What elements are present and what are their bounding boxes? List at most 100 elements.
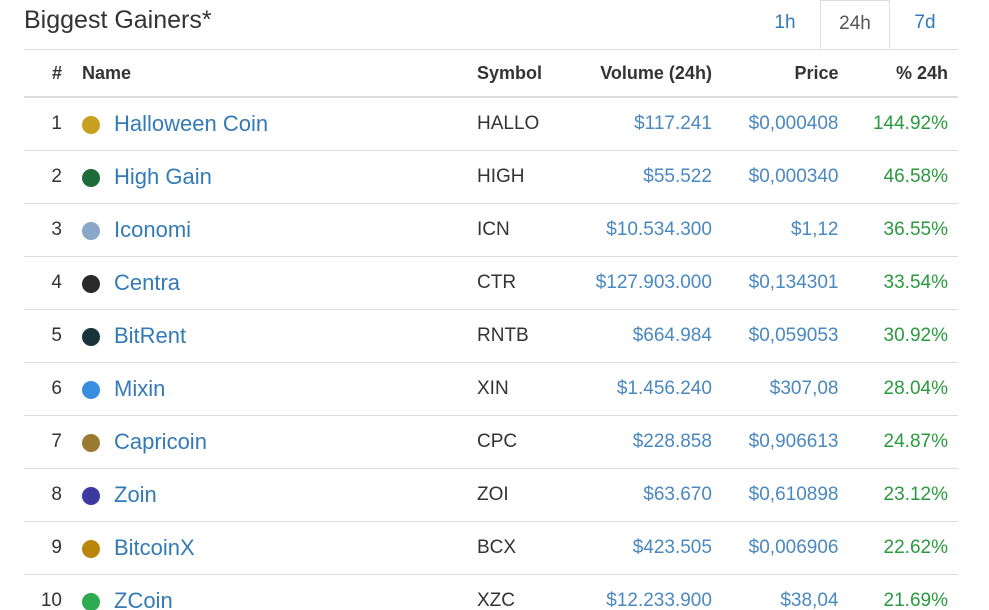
cell: $117.241 [564, 96, 722, 151]
cell-text: $0,059053 [748, 325, 839, 346]
cell: $0,006906 [721, 521, 849, 575]
coin-name[interactable]: High Gain [114, 164, 212, 189]
coin-name[interactable]: Halloween Coin [114, 111, 269, 136]
cell-text: 24.87% [883, 431, 948, 452]
table-row: 10 ZCoin XZC $12.233.900 $38,04 21.69% [24, 574, 958, 610]
cell: HALLO [467, 96, 565, 151]
cell: 30.92% [848, 309, 958, 363]
cell-text: $307,08 [769, 378, 839, 399]
cell: $10.534.300 [564, 203, 722, 257]
cell: BitcoinX [72, 521, 467, 575]
cell-text: 23.12% [883, 484, 948, 505]
cell: 22.62% [848, 521, 958, 575]
cell-text: 30.92% [883, 325, 948, 346]
cell: ZCoin [72, 574, 467, 610]
coin-icon [82, 328, 100, 346]
cell-text: $127.903.000 [595, 272, 712, 293]
coin-name[interactable]: BitcoinX [114, 535, 195, 560]
column-header: Name [72, 50, 467, 98]
cell-text: 2 [51, 166, 62, 187]
table-row: 8 Zoin ZOI $63.670 $0,610898 23.12% [24, 468, 958, 522]
cell-text: 6 [51, 378, 62, 399]
cell: Centra [72, 256, 467, 310]
coin-name[interactable]: Iconomi [114, 217, 192, 242]
cell-text: $1,12 [790, 219, 839, 240]
cell: CTR [467, 256, 565, 310]
cell: $38,04 [721, 574, 849, 610]
cell-text: CPC [477, 431, 518, 452]
cell: Mixin [72, 362, 467, 416]
coin-icon [82, 381, 100, 399]
cell: BCX [467, 521, 565, 575]
cell-text: 3 [51, 219, 62, 240]
cell-text: XZC [477, 590, 515, 610]
column-header: Symbol [467, 50, 565, 98]
cell-text: 8 [51, 484, 62, 505]
coin-name[interactable]: Capricoin [114, 429, 207, 454]
column-header: Price [721, 50, 849, 98]
cell-text: HALLO [477, 113, 540, 134]
cell: $0,134301 [721, 256, 849, 310]
coin-name[interactable]: BitRent [114, 323, 187, 348]
cell: XZC [467, 574, 565, 610]
tab[interactable]: 1h [774, 12, 796, 33]
cell-text: $0,610898 [748, 484, 839, 505]
title: Biggest Gainers* [24, 6, 212, 34]
cell: XIN [467, 362, 565, 416]
coin-name[interactable]: ZCoin [114, 588, 173, 610]
cell-text: 144.92% [872, 113, 948, 134]
cell: $127.903.000 [564, 256, 722, 310]
cell-text: $664.984 [632, 325, 712, 346]
cell-text: 22.62% [883, 537, 948, 558]
cell: $664.984 [564, 309, 722, 363]
divider [24, 49, 958, 50]
cell-text: $55.522 [643, 166, 712, 187]
coin-name[interactable]: Zoin [114, 482, 157, 507]
cell: 144.92% [848, 96, 958, 151]
cell-text: $10.534.300 [606, 219, 712, 240]
cell-text: 4 [51, 272, 62, 293]
cell: 9 [24, 521, 72, 575]
coin-icon [82, 434, 100, 452]
cell: 33.54% [848, 256, 958, 310]
cell: 24.87% [848, 415, 958, 469]
tab[interactable]: 24h [820, 0, 890, 49]
coin-icon [82, 116, 100, 134]
cell-text: $228.858 [632, 431, 712, 452]
coin-name[interactable]: Centra [114, 270, 181, 295]
cell-text: $38,04 [780, 590, 839, 610]
cell: $423.505 [564, 521, 722, 575]
cell: ZOI [467, 468, 565, 522]
cell: 3 [24, 203, 72, 257]
cell: ICN [467, 203, 565, 257]
table-row: 5 BitRent RNTB $664.984 $0,059053 30.92% [24, 309, 958, 363]
column-header: Volume (24h) [564, 50, 722, 98]
cell-text: RNTB [477, 325, 529, 346]
cell: $63.670 [564, 468, 722, 522]
cell: $228.858 [564, 415, 722, 469]
cell-text: $0,906613 [748, 431, 839, 452]
column-header: % 24h [848, 50, 958, 98]
cell: Zoin [72, 468, 467, 522]
cell-text: $63.670 [643, 484, 712, 505]
table-body: 1 Halloween Coin HALLO $117.241 $0,000408 144… [24, 96, 958, 610]
cell: Capricoin [72, 415, 467, 469]
cell-text: 1 [51, 113, 62, 134]
table-row: 1 Halloween Coin HALLO $117.241 $0,000408 144… [24, 96, 958, 151]
cell-text: 5 [51, 325, 62, 346]
cell: $0,000340 [721, 150, 849, 204]
tab[interactable]: 7d [914, 12, 936, 33]
coin-name[interactable]: Mixin [114, 376, 166, 401]
cell-text: $117.241 [634, 113, 712, 134]
table-row: 9 BitcoinX BCX $423.505 $0,006906 22.62% [24, 521, 958, 575]
cell-text: CTR [477, 272, 517, 293]
gainers-table: # Name Symbol Volume (24h) Price% 24h 1 Hallo… [24, 50, 958, 610]
table-row: 2 High Gain HIGH $55.522 $0,000340 46.58% [24, 150, 958, 204]
cell: HIGH [467, 150, 565, 204]
cell: 5 [24, 309, 72, 363]
coin-icon [82, 275, 100, 293]
header-row: # Name Symbol Volume (24h) Price% 24h [24, 50, 958, 98]
table-row: 6 Mixin XIN $1.456.240 $307,08 28.04% [24, 362, 958, 416]
cell-text: ZOI [477, 484, 509, 505]
